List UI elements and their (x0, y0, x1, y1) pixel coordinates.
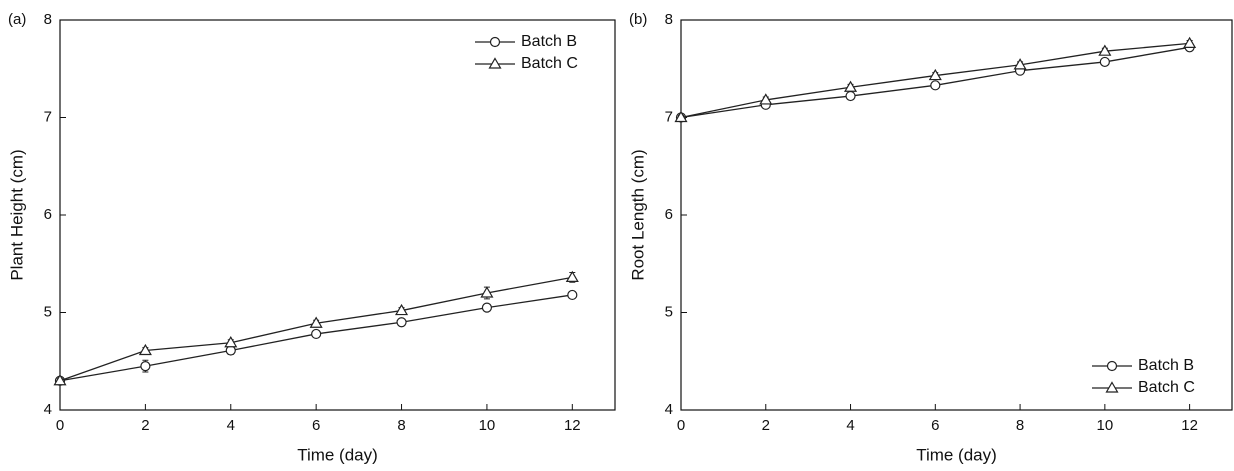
x-tick-label: 6 (931, 417, 939, 434)
x-tick-label: 0 (56, 417, 64, 434)
marker (1183, 36, 1197, 49)
x-tick-label: 4 (846, 417, 854, 434)
plot-frame (680, 19, 1233, 411)
marker (481, 302, 493, 313)
x-tick-label: 6 (312, 417, 320, 434)
legend-label: Batch C (521, 55, 578, 72)
panel-label: (a) (8, 11, 26, 28)
marker (1098, 44, 1112, 56)
legend-label: Batch B (521, 33, 577, 50)
y-tick-label: 4 (665, 401, 673, 418)
legend-marker (1105, 381, 1119, 393)
marker (1013, 58, 1027, 70)
x-tick-label: 8 (1016, 417, 1024, 434)
marker (224, 336, 238, 348)
marker (565, 270, 579, 282)
x-axis-label: Time (day) (916, 445, 997, 464)
marker (930, 80, 941, 91)
y-tick-label: 7 (44, 108, 52, 125)
marker (1099, 56, 1110, 68)
marker (845, 90, 856, 102)
legend-marker (488, 57, 502, 69)
marker (480, 286, 494, 298)
marker (843, 80, 858, 92)
y-axis-label: Plant Height (cm) (7, 149, 26, 280)
y-tick-label: 8 (44, 11, 52, 28)
y-tick-label: 8 (665, 11, 673, 28)
y-tick-label: 7 (665, 108, 673, 125)
panel-label: (b) (629, 11, 647, 28)
y-tick-label: 4 (44, 401, 52, 418)
legend-label: Batch B (1138, 357, 1194, 374)
x-tick-label: 10 (1097, 417, 1114, 434)
x-tick-label: 2 (762, 417, 770, 434)
x-tick-label: 8 (397, 417, 405, 434)
x-tick-label: 2 (141, 417, 149, 434)
x-tick-label: 4 (227, 417, 235, 434)
marker (567, 289, 578, 301)
y-axis-label: Root Length (cm) (628, 149, 647, 280)
legend-marker (1106, 360, 1118, 372)
y-tick-label: 6 (665, 206, 673, 223)
y-tick-label: 5 (665, 303, 673, 320)
marker (759, 93, 773, 105)
marker (138, 343, 152, 356)
x-tick-label: 12 (564, 417, 581, 434)
marker (674, 110, 688, 123)
marker (225, 345, 236, 356)
marker (928, 68, 942, 81)
y-tick-label: 5 (44, 303, 52, 320)
marker (309, 316, 323, 328)
x-tick-label: 10 (479, 417, 496, 434)
x-tick-label: 0 (677, 417, 685, 434)
marker (53, 374, 67, 386)
legend-label: Batch C (1138, 379, 1195, 396)
x-tick-label: 12 (1181, 417, 1198, 434)
marker (311, 328, 322, 340)
legend-marker (489, 36, 501, 48)
marker (140, 361, 151, 372)
marker (394, 303, 409, 316)
x-axis-label: Time (day) (297, 445, 378, 464)
marker (396, 317, 407, 328)
y-tick-label: 6 (44, 206, 52, 223)
